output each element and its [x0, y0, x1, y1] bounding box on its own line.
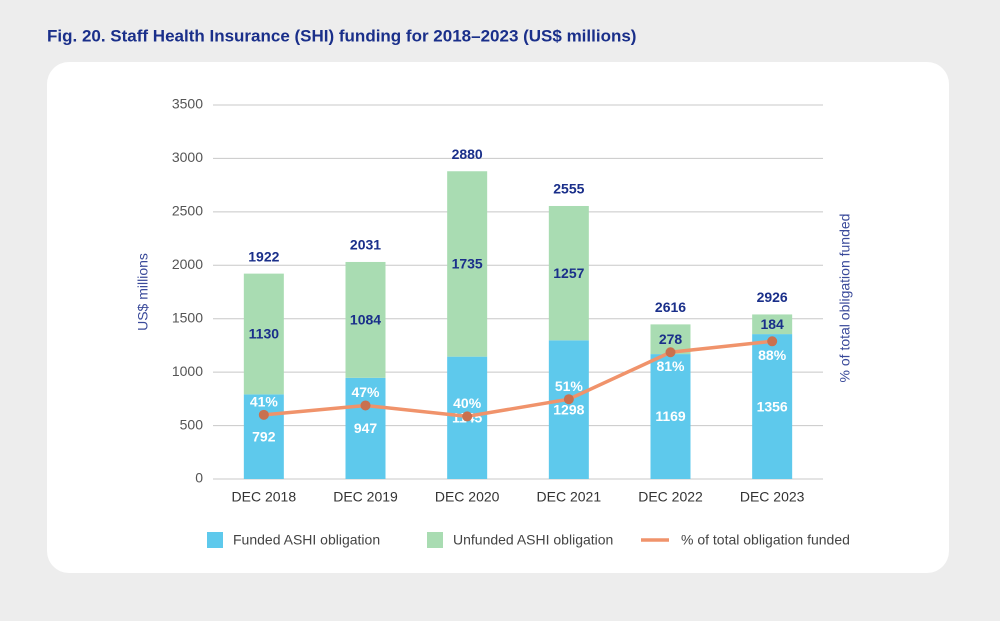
y-tick-label: 3000 [172, 149, 203, 165]
bar-segment [345, 377, 386, 479]
bar-value-label: 1130 [249, 326, 280, 342]
line-value-label: 51% [555, 378, 584, 394]
bar-segment [548, 340, 589, 479]
legend-swatch [427, 532, 443, 548]
total-label: 1922 [248, 248, 279, 264]
legend-label: % of total obligation funded [681, 532, 850, 548]
line-marker [563, 394, 574, 405]
bar-value-label: 792 [252, 428, 276, 444]
bar-segment [650, 354, 691, 479]
bar-segment [752, 334, 793, 479]
line-marker [767, 336, 778, 347]
x-tick-label: DEC 2020 [435, 489, 500, 505]
bar-value-label: 1169 [655, 408, 686, 424]
bar-value-label: 947 [354, 420, 378, 436]
line-value-label: 81% [656, 358, 685, 374]
chart-title: Fig. 20. Staff Health Insurance (SHI) fu… [47, 26, 636, 45]
line-value-label: 88% [758, 347, 787, 363]
line-value-label: 47% [351, 384, 380, 400]
y-tick-label: 0 [195, 470, 203, 486]
y-axis-title: US$ millions [135, 253, 151, 331]
y-tick-label: 3500 [172, 96, 203, 112]
bar-value-label: 1084 [350, 312, 381, 328]
x-tick-label: DEC 2022 [638, 489, 703, 505]
bar-segment [243, 273, 284, 395]
total-label: 2880 [452, 146, 483, 162]
legend-label: Unfunded ASHI obligation [453, 532, 613, 548]
bar-value-label: 1735 [452, 256, 483, 272]
total-label: 2031 [350, 237, 381, 253]
line-value-label: 41% [250, 394, 279, 410]
y-tick-label: 1000 [172, 363, 203, 379]
y-tick-label: 2000 [172, 256, 203, 272]
bar-value-label: 278 [659, 331, 683, 347]
line [263, 339, 773, 419]
bar-value-label: 1257 [553, 265, 584, 281]
legend-label: Funded ASHI obligation [233, 532, 380, 548]
total-label: 2926 [757, 289, 788, 305]
bar-value-label: 184 [760, 316, 784, 332]
x-tick-label: DEC 2018 [232, 489, 297, 505]
bar-segment [243, 394, 284, 479]
x-tick-label: DEC 2019 [333, 489, 398, 505]
x-tick-label: DEC 2021 [537, 489, 602, 505]
bar-value-label: 1298 [553, 401, 584, 417]
line-marker [462, 411, 473, 422]
bar-segment [548, 205, 589, 341]
legend-swatch [207, 532, 223, 548]
bar-segment [345, 261, 386, 378]
x-tick-label: DEC 2023 [740, 489, 805, 505]
y-tick-label: 1500 [172, 309, 203, 325]
bar-value-label: 1356 [757, 398, 788, 414]
line-marker [665, 347, 676, 358]
total-label: 2616 [655, 299, 686, 315]
line-value-label: 40% [453, 395, 482, 411]
y-tick-label: 500 [180, 416, 204, 432]
line-marker [258, 409, 269, 420]
bar-segment [447, 171, 488, 357]
y-tick-label: 2500 [172, 203, 203, 219]
bar-segment [752, 314, 793, 335]
line-marker [360, 400, 371, 411]
y2-axis-title: % of total obligation funded [837, 214, 853, 383]
total-label: 2555 [553, 181, 584, 197]
